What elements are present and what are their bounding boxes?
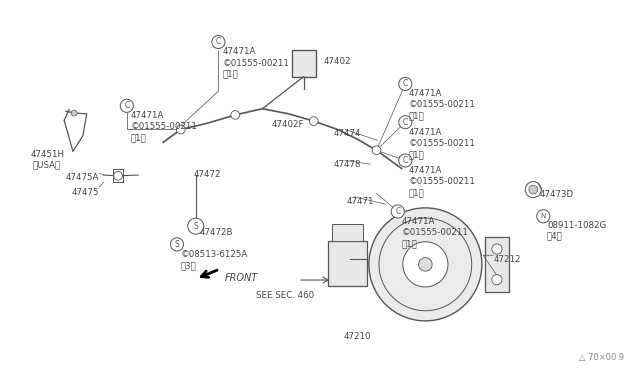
- Text: 47473D: 47473D: [540, 190, 573, 199]
- Ellipse shape: [492, 275, 502, 285]
- Text: 47475: 47475: [72, 188, 99, 197]
- Ellipse shape: [537, 210, 550, 223]
- Text: C: C: [403, 156, 408, 165]
- Text: 47471A
©01555-00211
（1）: 47471A ©01555-00211 （1）: [223, 48, 290, 78]
- Text: FRONT: FRONT: [225, 273, 258, 283]
- Ellipse shape: [309, 117, 318, 125]
- Ellipse shape: [492, 244, 502, 254]
- Text: N: N: [541, 213, 546, 219]
- Text: 47474: 47474: [334, 129, 362, 138]
- Text: S: S: [175, 240, 179, 249]
- Ellipse shape: [391, 205, 404, 218]
- Text: ©08513-6125A
（3）: ©08513-6125A （3）: [180, 250, 248, 270]
- Bar: [292, 50, 316, 77]
- Text: SEE SEC. 460: SEE SEC. 460: [256, 291, 314, 300]
- Text: 47475A: 47475A: [66, 173, 99, 182]
- Text: 47471A
©01555-00211
（1）: 47471A ©01555-00211 （1）: [131, 111, 198, 142]
- Text: 47402F: 47402F: [271, 121, 303, 129]
- Ellipse shape: [399, 116, 412, 129]
- Text: 47472B: 47472B: [200, 228, 233, 237]
- Ellipse shape: [525, 182, 541, 198]
- Ellipse shape: [170, 238, 184, 251]
- Text: C: C: [124, 101, 129, 110]
- Bar: [485, 237, 509, 292]
- Ellipse shape: [114, 171, 122, 180]
- Text: 47471A
©01555-00211
（1）: 47471A ©01555-00211 （1）: [409, 166, 476, 197]
- Text: C: C: [216, 38, 221, 46]
- Text: 47471A
©01555-00211
（1）: 47471A ©01555-00211 （1）: [409, 128, 476, 159]
- Ellipse shape: [369, 208, 482, 321]
- Text: C: C: [403, 80, 408, 89]
- Ellipse shape: [379, 218, 472, 311]
- Ellipse shape: [403, 242, 448, 287]
- Text: 47212: 47212: [493, 255, 520, 264]
- Text: C: C: [395, 207, 401, 216]
- Ellipse shape: [71, 110, 77, 116]
- Ellipse shape: [177, 125, 185, 134]
- Ellipse shape: [419, 257, 432, 271]
- Ellipse shape: [372, 146, 381, 155]
- Ellipse shape: [212, 35, 225, 49]
- Text: 08911-1082G
（4）: 08911-1082G （4）: [547, 221, 606, 241]
- Ellipse shape: [231, 110, 240, 119]
- Text: 47471A
©01555-00211
（1）: 47471A ©01555-00211 （1）: [401, 217, 468, 248]
- Ellipse shape: [399, 77, 412, 90]
- Bar: [328, 241, 367, 286]
- Text: 47471A
©01555-00211
（1）: 47471A ©01555-00211 （1）: [409, 89, 476, 121]
- Text: 47478: 47478: [334, 160, 362, 170]
- Ellipse shape: [529, 185, 538, 194]
- Ellipse shape: [188, 218, 204, 234]
- Ellipse shape: [399, 154, 412, 167]
- Text: S: S: [193, 222, 198, 231]
- Bar: [332, 224, 363, 241]
- Ellipse shape: [120, 99, 133, 112]
- Text: 47471: 47471: [347, 197, 374, 206]
- Text: 47451H
（USA）: 47451H （USA）: [30, 150, 64, 170]
- Text: C: C: [403, 118, 408, 127]
- Text: 47402: 47402: [323, 57, 351, 65]
- Text: 47210: 47210: [344, 332, 371, 341]
- Text: △ 70×00 9: △ 70×00 9: [579, 353, 624, 362]
- Text: 47472: 47472: [193, 170, 221, 179]
